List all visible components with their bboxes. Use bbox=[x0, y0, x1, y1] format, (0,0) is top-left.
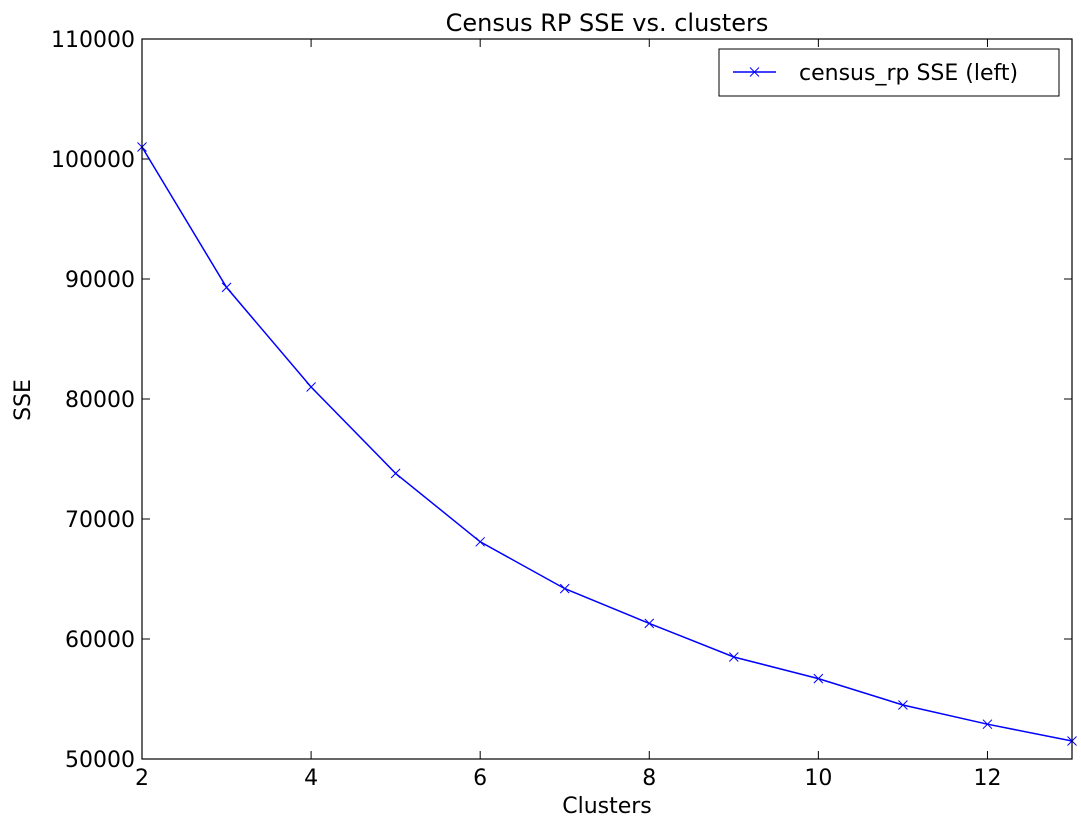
y-tick-label: 60000 bbox=[65, 628, 135, 653]
data-point-marker bbox=[982, 719, 993, 730]
data-point-marker bbox=[898, 700, 908, 710]
data-point-marker bbox=[728, 652, 739, 662]
data-point-marker bbox=[644, 618, 655, 629]
y-tick-label: 50000 bbox=[65, 748, 135, 773]
y-tick-label: 70000 bbox=[65, 508, 135, 533]
data-point-marker bbox=[221, 282, 232, 293]
legend-x-marker bbox=[749, 67, 760, 77]
chart-title: Census RP SSE vs. clusters bbox=[446, 9, 769, 37]
x-axis-label: Clusters bbox=[562, 794, 652, 819]
legend-label: census_rp SSE (left) bbox=[799, 61, 1018, 86]
y-tick-label: 110000 bbox=[51, 28, 135, 53]
x-tick-label: 4 bbox=[304, 766, 318, 791]
y-tick-label: 100000 bbox=[51, 148, 135, 173]
data-point-marker bbox=[813, 673, 824, 684]
x-tick-label: 2 bbox=[135, 766, 149, 791]
series-line bbox=[141, 146, 1073, 742]
x-tick-label: 6 bbox=[473, 766, 487, 791]
series-layer bbox=[137, 142, 1077, 746]
plot-frame bbox=[141, 38, 1073, 760]
ticks-layer: 2 4 6 8 10 12 50000 60000 70000 80000 90000 100000 1… bbox=[51, 28, 1072, 791]
data-point-marker bbox=[559, 583, 570, 594]
x-tick-label: 12 bbox=[973, 766, 1001, 791]
y-axis-label: SSE bbox=[11, 379, 36, 421]
y-tick-label: 80000 bbox=[65, 388, 135, 413]
y-tick-label: 90000 bbox=[65, 268, 135, 293]
legend: census_rp SSE (left) bbox=[718, 48, 1060, 97]
data-point-marker bbox=[390, 468, 401, 479]
x-tick-label: 8 bbox=[642, 766, 656, 791]
data-point-marker bbox=[306, 382, 316, 392]
data-point-marker bbox=[475, 536, 486, 547]
x-tick-label: 10 bbox=[804, 766, 832, 791]
legend-marker-sample bbox=[749, 67, 760, 77]
